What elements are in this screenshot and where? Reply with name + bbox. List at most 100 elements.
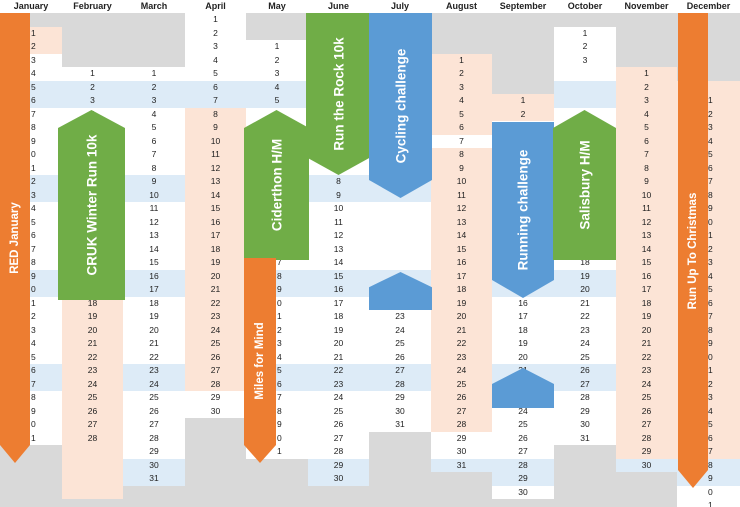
day-4-partial: 4 xyxy=(31,68,36,78)
day-21-partial: 1 xyxy=(708,365,713,375)
event-shape xyxy=(369,272,432,310)
day-14-partial: 4 xyxy=(31,203,36,213)
day-11: 11 xyxy=(334,216,343,227)
day-13-partial: 3 xyxy=(708,257,713,267)
day-24: 24 xyxy=(87,378,98,389)
day-10: 10 xyxy=(641,189,652,200)
day-30: 30 xyxy=(456,446,467,456)
day-27: 27 xyxy=(641,419,652,429)
event-marker-8 xyxy=(492,368,554,408)
day-12-partial: 2 xyxy=(708,243,713,254)
day-29: 29 xyxy=(210,392,221,402)
day-15: 15 xyxy=(210,203,221,213)
day-7-partial: 7 xyxy=(31,108,36,119)
day-3-partial: 3 xyxy=(708,122,713,132)
day-3: 3 xyxy=(644,95,649,105)
day-31: 31 xyxy=(149,473,159,483)
day-14: 14 xyxy=(641,243,652,254)
day-21-partial: 1 xyxy=(31,297,36,308)
weekend-band xyxy=(492,458,554,472)
day-19: 19 xyxy=(518,338,528,348)
day-13: 13 xyxy=(210,176,221,186)
event-red-january: RED January xyxy=(0,13,30,463)
day-18: 18 xyxy=(333,311,344,321)
day-21: 21 xyxy=(641,338,652,348)
day-9: 9 xyxy=(336,189,341,200)
event-shape xyxy=(244,258,276,463)
day-22: 22 xyxy=(641,351,652,362)
month-header-march: March xyxy=(140,1,168,11)
empty-cell xyxy=(62,13,123,67)
day-17: 17 xyxy=(641,284,652,294)
day-6-partial: 6 xyxy=(31,95,36,105)
day-15: 15 xyxy=(333,270,344,281)
day-23: 23 xyxy=(149,365,159,375)
day-3: 3 xyxy=(582,54,588,65)
day-9: 9 xyxy=(151,176,157,186)
day-17: 17 xyxy=(456,270,467,281)
day-2: 2 xyxy=(459,68,464,78)
day-9-partial: 9 xyxy=(708,203,713,213)
day-2-partial: 2 xyxy=(708,108,713,119)
day-20-partial: 0 xyxy=(277,297,282,308)
day-5-partial: 5 xyxy=(31,81,36,92)
day-31: 31 xyxy=(580,432,590,443)
day-10: 10 xyxy=(210,135,221,146)
day-23: 23 xyxy=(395,311,405,321)
day-10: 10 xyxy=(456,176,467,186)
day-25: 25 xyxy=(456,378,467,389)
day-21: 21 xyxy=(456,324,467,335)
day-9: 9 xyxy=(644,176,649,186)
day-24-partial: 4 xyxy=(708,405,713,416)
day-15: 15 xyxy=(149,257,159,267)
day-15: 15 xyxy=(456,243,467,254)
weekend-band xyxy=(246,80,308,94)
day-2: 2 xyxy=(151,81,157,92)
weekend-band xyxy=(123,269,185,283)
day-6: 6 xyxy=(644,135,649,146)
day-1: 1 xyxy=(459,54,464,65)
weekend-band xyxy=(308,175,369,189)
event-label: Miles for Mind xyxy=(254,321,266,400)
event-label: Salisbury H/M xyxy=(577,140,592,230)
empty-cell xyxy=(246,13,308,40)
event-shape xyxy=(244,110,309,260)
event-miles-for-mind: Miles for Mind xyxy=(244,258,276,463)
day-22: 22 xyxy=(87,351,98,362)
day-19-partial: 9 xyxy=(31,270,36,281)
day-24: 24 xyxy=(641,378,652,389)
peach-highlight xyxy=(616,175,677,270)
day-25-partial: 5 xyxy=(31,351,36,362)
day-8-partial: 8 xyxy=(31,122,36,132)
day-12-partial: 2 xyxy=(31,176,36,186)
day-6: 6 xyxy=(459,122,464,132)
day-17-partial: 7 xyxy=(277,257,282,267)
weekend-band xyxy=(554,364,616,378)
day-28: 28 xyxy=(333,446,344,456)
day-17: 17 xyxy=(210,230,221,240)
peach-highlight xyxy=(62,269,123,499)
day-19: 19 xyxy=(456,297,467,308)
day-29-partial: 9 xyxy=(277,419,282,429)
day-18: 18 xyxy=(456,284,467,294)
day-18: 18 xyxy=(87,297,98,308)
empty-cell xyxy=(185,418,246,507)
day-11-partial: 1 xyxy=(31,162,36,173)
peach-highlight xyxy=(431,337,492,432)
day-18: 18 xyxy=(149,297,159,308)
month-header-august: August xyxy=(446,1,477,11)
day-30-partial: 0 xyxy=(708,486,713,497)
day-31: 31 xyxy=(456,459,467,470)
weekend-band xyxy=(308,472,369,486)
weekend-band xyxy=(369,377,431,391)
event-shape xyxy=(492,368,554,408)
day-22: 22 xyxy=(149,351,159,362)
day-3: 3 xyxy=(213,41,218,51)
day-11: 11 xyxy=(457,189,466,200)
day-27-partial: 7 xyxy=(277,392,282,402)
day-30: 30 xyxy=(580,419,590,429)
day-30: 30 xyxy=(149,459,159,470)
peach-highlight xyxy=(185,296,246,391)
day-19: 19 xyxy=(580,270,590,281)
